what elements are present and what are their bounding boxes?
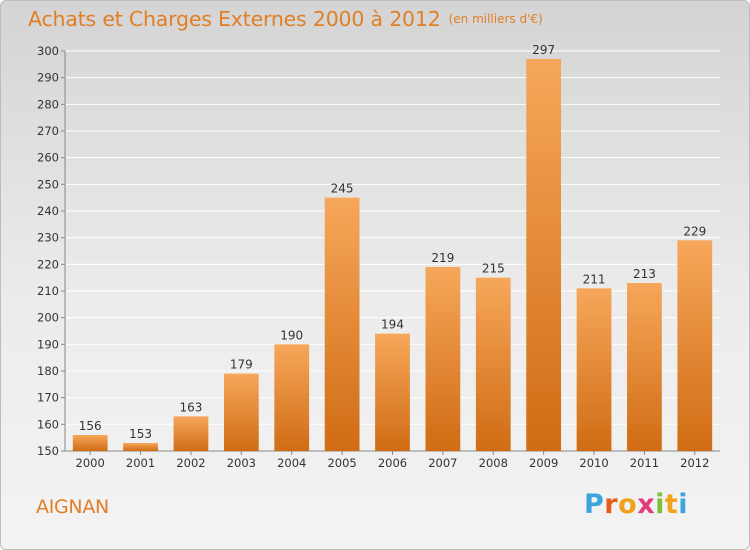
x-tick-label: 2009 bbox=[529, 456, 558, 470]
x-tick-label: 2004 bbox=[277, 456, 306, 470]
chart-subtitle: (en milliers d'€) bbox=[448, 12, 543, 26]
x-tick-label: 2000 bbox=[76, 456, 105, 470]
logo-letter: o bbox=[618, 489, 638, 520]
logo-letter: P bbox=[584, 489, 605, 520]
y-tick-label: 170 bbox=[37, 391, 59, 405]
bar bbox=[324, 197, 360, 451]
bar bbox=[677, 240, 713, 451]
y-tick-label: 220 bbox=[37, 257, 59, 271]
x-tick-label: 2006 bbox=[378, 456, 407, 470]
bar bbox=[475, 277, 511, 451]
bar bbox=[123, 443, 158, 451]
x-tick-label: 2008 bbox=[479, 456, 508, 470]
bar-value-label: 153 bbox=[129, 427, 152, 441]
logo-letter: i bbox=[655, 489, 665, 520]
bar-value-label: 215 bbox=[482, 262, 505, 276]
bar bbox=[173, 416, 209, 451]
x-tick-label: 2010 bbox=[579, 456, 608, 470]
bar bbox=[274, 344, 310, 451]
bar-value-label: 213 bbox=[633, 267, 656, 281]
bar bbox=[425, 267, 461, 451]
bar bbox=[72, 435, 108, 451]
bar bbox=[526, 59, 562, 451]
y-tick-label: 240 bbox=[37, 204, 59, 218]
y-tick-label: 200 bbox=[37, 311, 59, 325]
y-tick-label: 230 bbox=[37, 231, 59, 245]
logo-letter: x bbox=[637, 489, 656, 520]
bar-value-label: 156 bbox=[79, 419, 102, 433]
y-tick-label: 280 bbox=[37, 97, 59, 111]
bar-value-label: 190 bbox=[280, 328, 303, 342]
x-tick-label: 2005 bbox=[327, 456, 356, 470]
x-tick-label: 2001 bbox=[126, 456, 155, 470]
y-tick-label: 260 bbox=[37, 151, 59, 165]
bar-value-label: 163 bbox=[180, 400, 203, 414]
bar bbox=[576, 288, 612, 451]
logo-letter: r bbox=[604, 489, 619, 520]
chart-title-text: Achats et Charges Externes 2000 à 2012 bbox=[28, 7, 441, 31]
y-tick-label: 250 bbox=[37, 177, 59, 191]
bar-value-label: 297 bbox=[532, 43, 555, 57]
y-tick-label: 210 bbox=[37, 284, 59, 298]
bar bbox=[223, 373, 259, 451]
x-tick-label: 2012 bbox=[680, 456, 709, 470]
y-tick-label: 290 bbox=[37, 71, 59, 85]
logo-letter: t bbox=[664, 489, 679, 520]
logo-letter: i bbox=[678, 489, 689, 520]
y-tick-label: 160 bbox=[37, 417, 59, 431]
y-tick-label: 180 bbox=[37, 364, 59, 378]
x-tick-label: 2003 bbox=[227, 456, 256, 470]
bar bbox=[375, 333, 410, 451]
x-tick-label: 2011 bbox=[630, 456, 659, 470]
proxiti-logo: Proxiti bbox=[584, 489, 688, 520]
bar-value-label: 179 bbox=[230, 358, 253, 372]
y-tick-label: 300 bbox=[37, 44, 59, 58]
y-tick-label: 150 bbox=[37, 444, 59, 458]
x-tick-label: 2007 bbox=[428, 456, 457, 470]
bar-value-label: 219 bbox=[431, 251, 454, 265]
bar-value-label: 229 bbox=[683, 224, 706, 238]
bar-value-label: 211 bbox=[583, 272, 606, 286]
y-tick-label: 190 bbox=[37, 337, 59, 351]
bar-value-label: 245 bbox=[331, 182, 354, 196]
bar bbox=[627, 283, 662, 451]
commune-name: AIGNAN bbox=[36, 496, 109, 518]
y-tick-label: 270 bbox=[37, 124, 59, 138]
bar-value-label: 194 bbox=[381, 318, 404, 332]
x-tick-label: 2002 bbox=[176, 456, 205, 470]
chart-title: Achats et Charges Externes 2000 à 2012 (e… bbox=[28, 7, 543, 31]
